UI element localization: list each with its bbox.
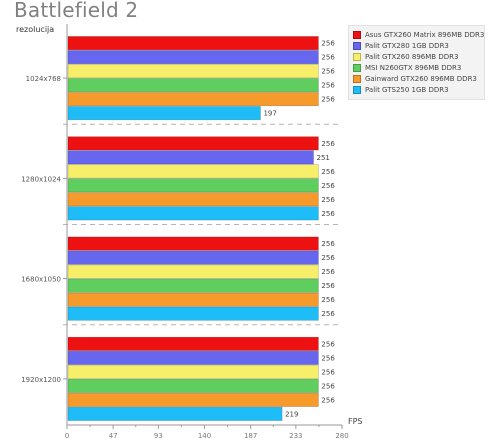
data-label: 256 [321,240,335,248]
x-tick-label: 187 [244,432,257,440]
legend-item: Palit GTX280 1GB DDR3 [353,40,484,51]
legend-item: Gainward GTX260 896MB DDR3 [353,73,484,84]
legend-item: Asus GTX260 Matrix 896MB DDR3 [353,29,484,40]
bar [67,136,319,151]
data-label: 256 [321,382,335,390]
legend-swatch [353,85,361,94]
legend-label: Palit GTS250 1GB DDR3 [365,85,449,94]
bar [67,64,319,79]
legend-swatch [353,63,361,72]
bar [67,336,319,351]
bar [67,306,319,321]
data-label: 256 [321,396,335,404]
x-tick-label: 93 [154,432,163,440]
legend-label: Palit GTX280 1GB DDR3 [365,41,449,50]
bar [67,192,319,207]
data-label: 256 [321,340,335,348]
data-label: 256 [321,268,335,276]
data-label: 256 [321,68,335,76]
category-label: 1920x1200 [21,376,61,384]
data-label: 256 [321,196,335,204]
data-label: 256 [321,140,335,148]
bar [67,206,319,221]
data-label: 256 [321,96,335,104]
bar [67,236,319,251]
legend-item: Palit GTX260 896MB DDR3 [353,51,484,62]
legend-label: Asus GTX260 Matrix 896MB DDR3 [365,30,485,39]
y-axis-label: rezolucija [16,25,54,34]
bar [67,378,319,393]
data-label: 256 [321,254,335,262]
x-axis-label: FPS [348,417,363,426]
legend-label: MSI N260GTX 896MB DDR3 [365,63,462,72]
data-label: 256 [321,210,335,218]
data-label: 251 [317,154,330,162]
bar [67,364,319,379]
x-tick-label: 0 [65,432,69,440]
legend-swatch [353,52,361,61]
bar [67,78,319,93]
legend-item: MSI N260GTX 896MB DDR3 [353,62,484,73]
data-label: 256 [321,54,335,62]
bar [67,264,319,279]
legend-label: Palit GTX260 896MB DDR3 [365,52,459,61]
bar [67,278,319,293]
data-label: 256 [321,82,335,90]
bar [67,92,319,107]
x-tick-label: 140 [198,432,211,440]
legend-swatch [353,30,361,39]
legend-item: Palit GTS250 1GB DDR3 [353,84,484,95]
bar [67,50,319,65]
data-label: 197 [263,110,276,118]
legend-label: Gainward GTX260 896MB DDR3 [365,74,477,83]
bar [67,250,319,265]
data-label: 256 [321,296,335,304]
category-label: 1280x1024 [21,175,61,183]
bar [67,292,319,307]
legend-swatch [353,74,361,83]
category-label: 1024x768 [26,75,61,83]
bar [67,392,319,407]
bar [67,178,319,193]
data-label: 256 [321,168,335,176]
bar [67,350,319,365]
data-label: 256 [321,40,335,48]
data-label: 256 [321,182,335,190]
bar [67,150,314,165]
x-tick-label: 47 [109,432,118,440]
data-label: 256 [321,282,335,290]
data-label: 256 [321,310,335,318]
chart-title: Battlefield 2 [14,0,139,22]
bar [67,406,283,421]
data-label: 256 [321,354,335,362]
bar [67,106,261,121]
legend-swatch [353,41,361,50]
x-tick-label: 280 [335,432,348,440]
bar [67,36,319,51]
data-label: 219 [285,410,298,418]
data-label: 256 [321,368,335,376]
chart-legend: Asus GTX260 Matrix 896MB DDR3 Palit GTX28… [348,25,485,100]
category-label: 1680x1050 [21,276,61,284]
bar [67,164,319,179]
x-tick-label: 233 [289,432,302,440]
